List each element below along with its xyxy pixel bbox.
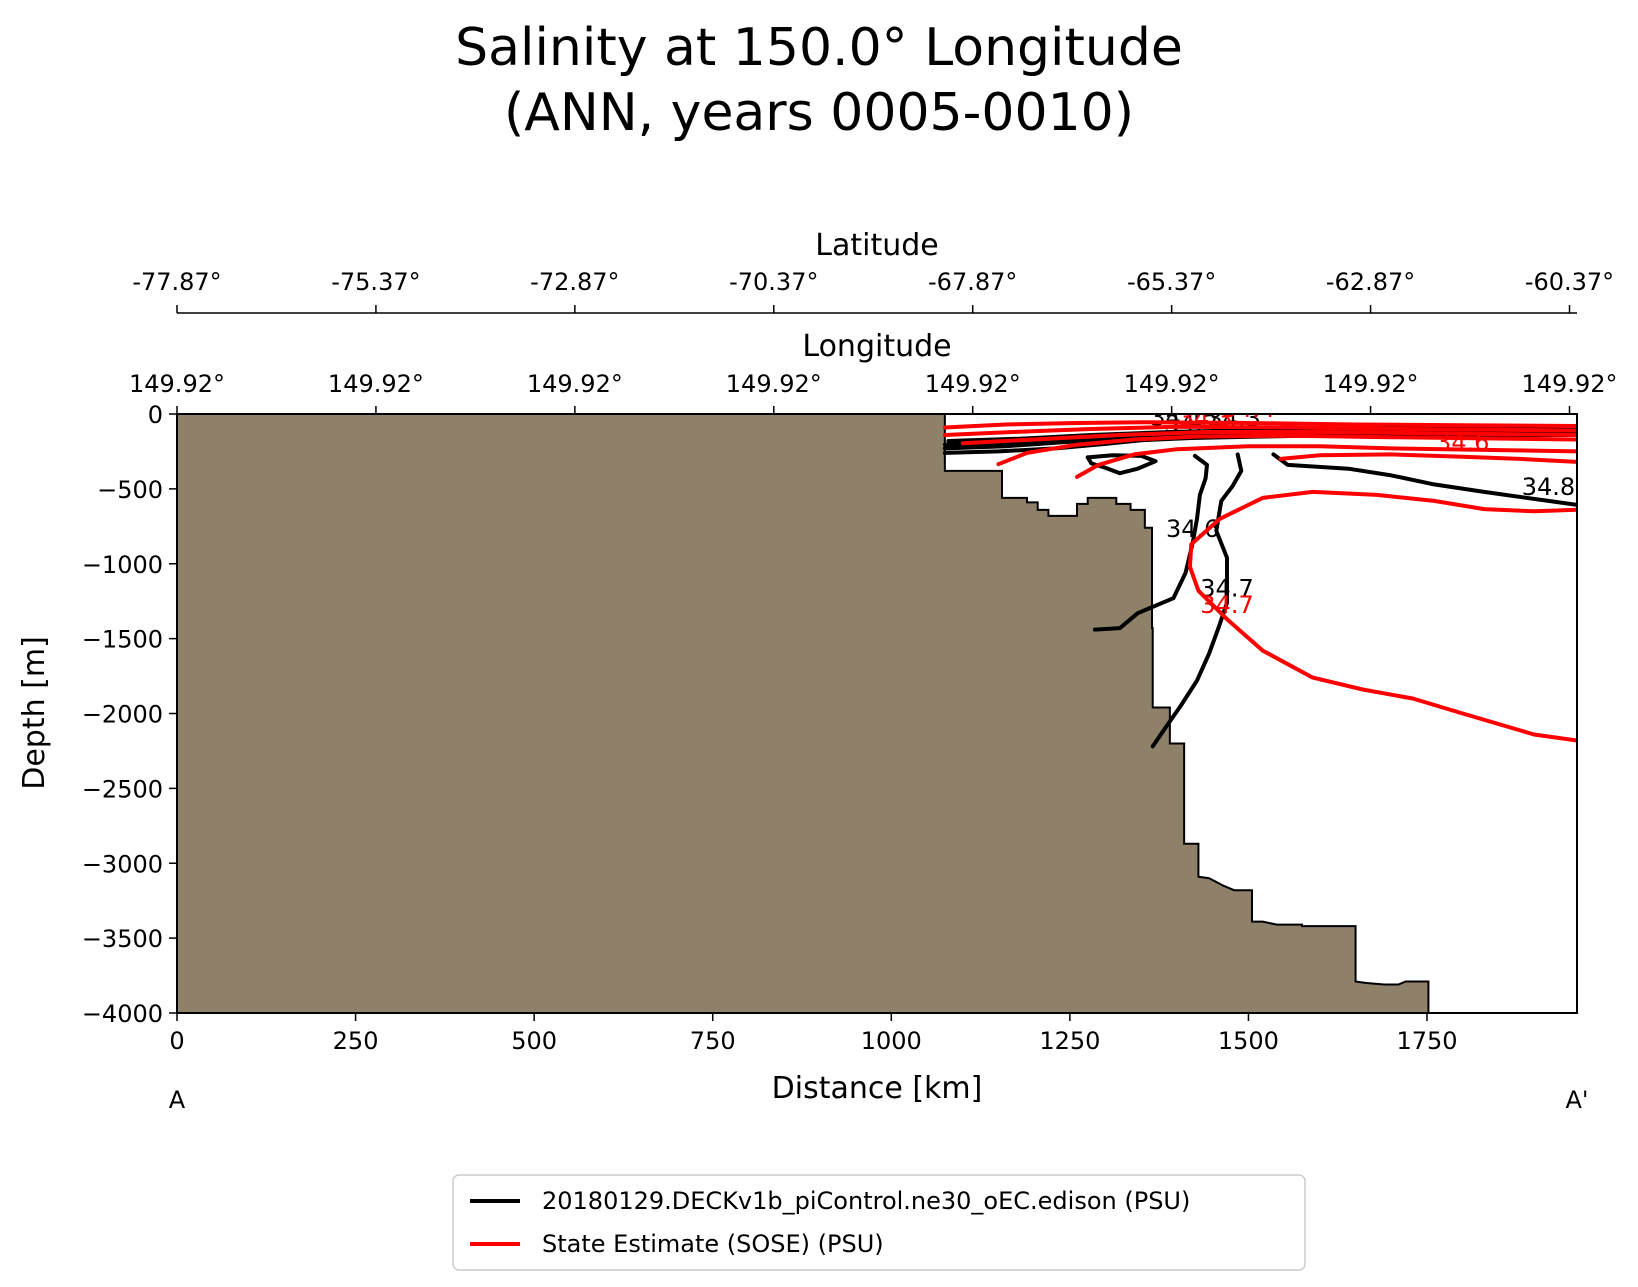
y-tick-label: −3500 (82, 925, 163, 953)
y-tick-label: −2500 (82, 775, 163, 803)
contour-label-series-0-6: 34.7 (1200, 575, 1253, 603)
contour-line-series-1-3 (996, 433, 1577, 467)
y-tick-label: −3000 (82, 850, 163, 878)
plot-content: 34.334.334.134.634.734.834.434.334.634.7 (177, 395, 1577, 1013)
lat-tick-label: -60.37° (1525, 268, 1614, 296)
y-axis-title: Depth [m] (17, 636, 52, 790)
lon-tick-label: 149.92° (1323, 370, 1419, 398)
contour-layer: 34.334.334.134.634.734.834.434.334.634.7 (942, 395, 1577, 749)
x-tick-label: 750 (690, 1027, 736, 1055)
lon-tick-label: 149.92° (1522, 370, 1618, 398)
lat-ticks: -77.87° -75.37° -72.87° -70.37° -67.87° -65.3… (132, 268, 1614, 313)
lon-tick-label: 149.92° (129, 370, 225, 398)
y-tick-label: 0 (148, 401, 163, 429)
y-tick-label: −1000 (82, 551, 163, 579)
lat-tick-label: -72.87° (530, 268, 619, 296)
x-tick-label: 1000 (861, 1027, 922, 1055)
contour-line-series-1-1 (942, 424, 1577, 437)
contour-label-series-1-0: 34.4 (1222, 395, 1275, 423)
lat-axis-title: Latitude (815, 228, 938, 263)
x-tick-label: 0 (169, 1027, 184, 1055)
lon-axis-title: Longitude (802, 329, 951, 364)
contour-label-series-1-5: 34.6 (1436, 429, 1489, 457)
chart-title-line-1: Salinity at 150.0° Longitude (455, 18, 1183, 78)
contour-line-series-1-0 (942, 420, 1577, 430)
contour-line-series-1-2 (960, 430, 1577, 446)
y-tick-label: −1500 (82, 626, 163, 654)
lat-tick-label: -62.87° (1326, 268, 1415, 296)
lon-tick-label: 149.92° (925, 370, 1021, 398)
legend: 20180129.DECKv1b_piControl.ne30_oEC.edis… (452, 1174, 1306, 1271)
x-tick-label: 500 (511, 1027, 557, 1055)
x-tick-label: 1750 (1396, 1027, 1457, 1055)
y-tick-label: −4000 (82, 1000, 163, 1028)
legend-box (452, 1174, 1306, 1271)
legend-label-sose: State Estimate (SOSE) (PSU) (542, 1230, 884, 1258)
endpoint-end-label: A' (1565, 1086, 1588, 1114)
lat-tick-label: -77.87° (132, 268, 221, 296)
legend-label-model: 20180129.DECKv1b_piControl.ne30_oEC.edis… (542, 1187, 1190, 1215)
contour-line-series-1-4 (1075, 444, 1577, 479)
x-axis-title: Distance [km] (772, 1071, 983, 1106)
x-tick-label: 1500 (1218, 1027, 1279, 1055)
y-ticks: 0 −500 −1000 −1500 −2000 −2500 −3000 −3500 −4000 (82, 401, 177, 1028)
endpoint-start-label: A (169, 1086, 186, 1114)
lat-tick-label: -70.37° (729, 268, 818, 296)
contour-line-series-0-7 (1271, 452, 1577, 507)
lat-tick-label: -75.37° (331, 268, 420, 296)
contour-line-series-1-6 (1187, 489, 1577, 743)
lon-tick-label: 149.92° (328, 370, 424, 398)
x-tick-label: 250 (333, 1027, 379, 1055)
lon-tick-label: 149.92° (527, 370, 623, 398)
bathymetry-land (177, 414, 1577, 1013)
x-tick-label: 1250 (1039, 1027, 1100, 1055)
y-tick-label: −2000 (82, 701, 163, 729)
lon-ticks: 149.92° 149.92° 149.92° 149.92° 149.92° 149.9… (129, 370, 1617, 414)
contour-line-series-0-6 (1150, 452, 1244, 749)
contour-label-series-0-7: 34.8 (1522, 473, 1575, 501)
x-ticks: 0 250 500 750 1000 1250 1500 1750 (169, 1013, 1458, 1055)
lat-tick-label: -65.37° (1127, 268, 1216, 296)
lat-tick-label: -67.87° (928, 268, 1017, 296)
contour-line-series-1-5 (1278, 452, 1577, 464)
y-tick-label: −500 (97, 476, 163, 504)
lon-tick-label: 149.92° (1124, 370, 1220, 398)
contour-label-series-1-6: 34.7 (1200, 591, 1253, 619)
chart-title-line-2: (ANN, years 0005-0010) (504, 83, 1134, 143)
lon-tick-label: 149.92° (726, 370, 822, 398)
contour-label-series-1-2: 34.3 (1179, 404, 1232, 432)
